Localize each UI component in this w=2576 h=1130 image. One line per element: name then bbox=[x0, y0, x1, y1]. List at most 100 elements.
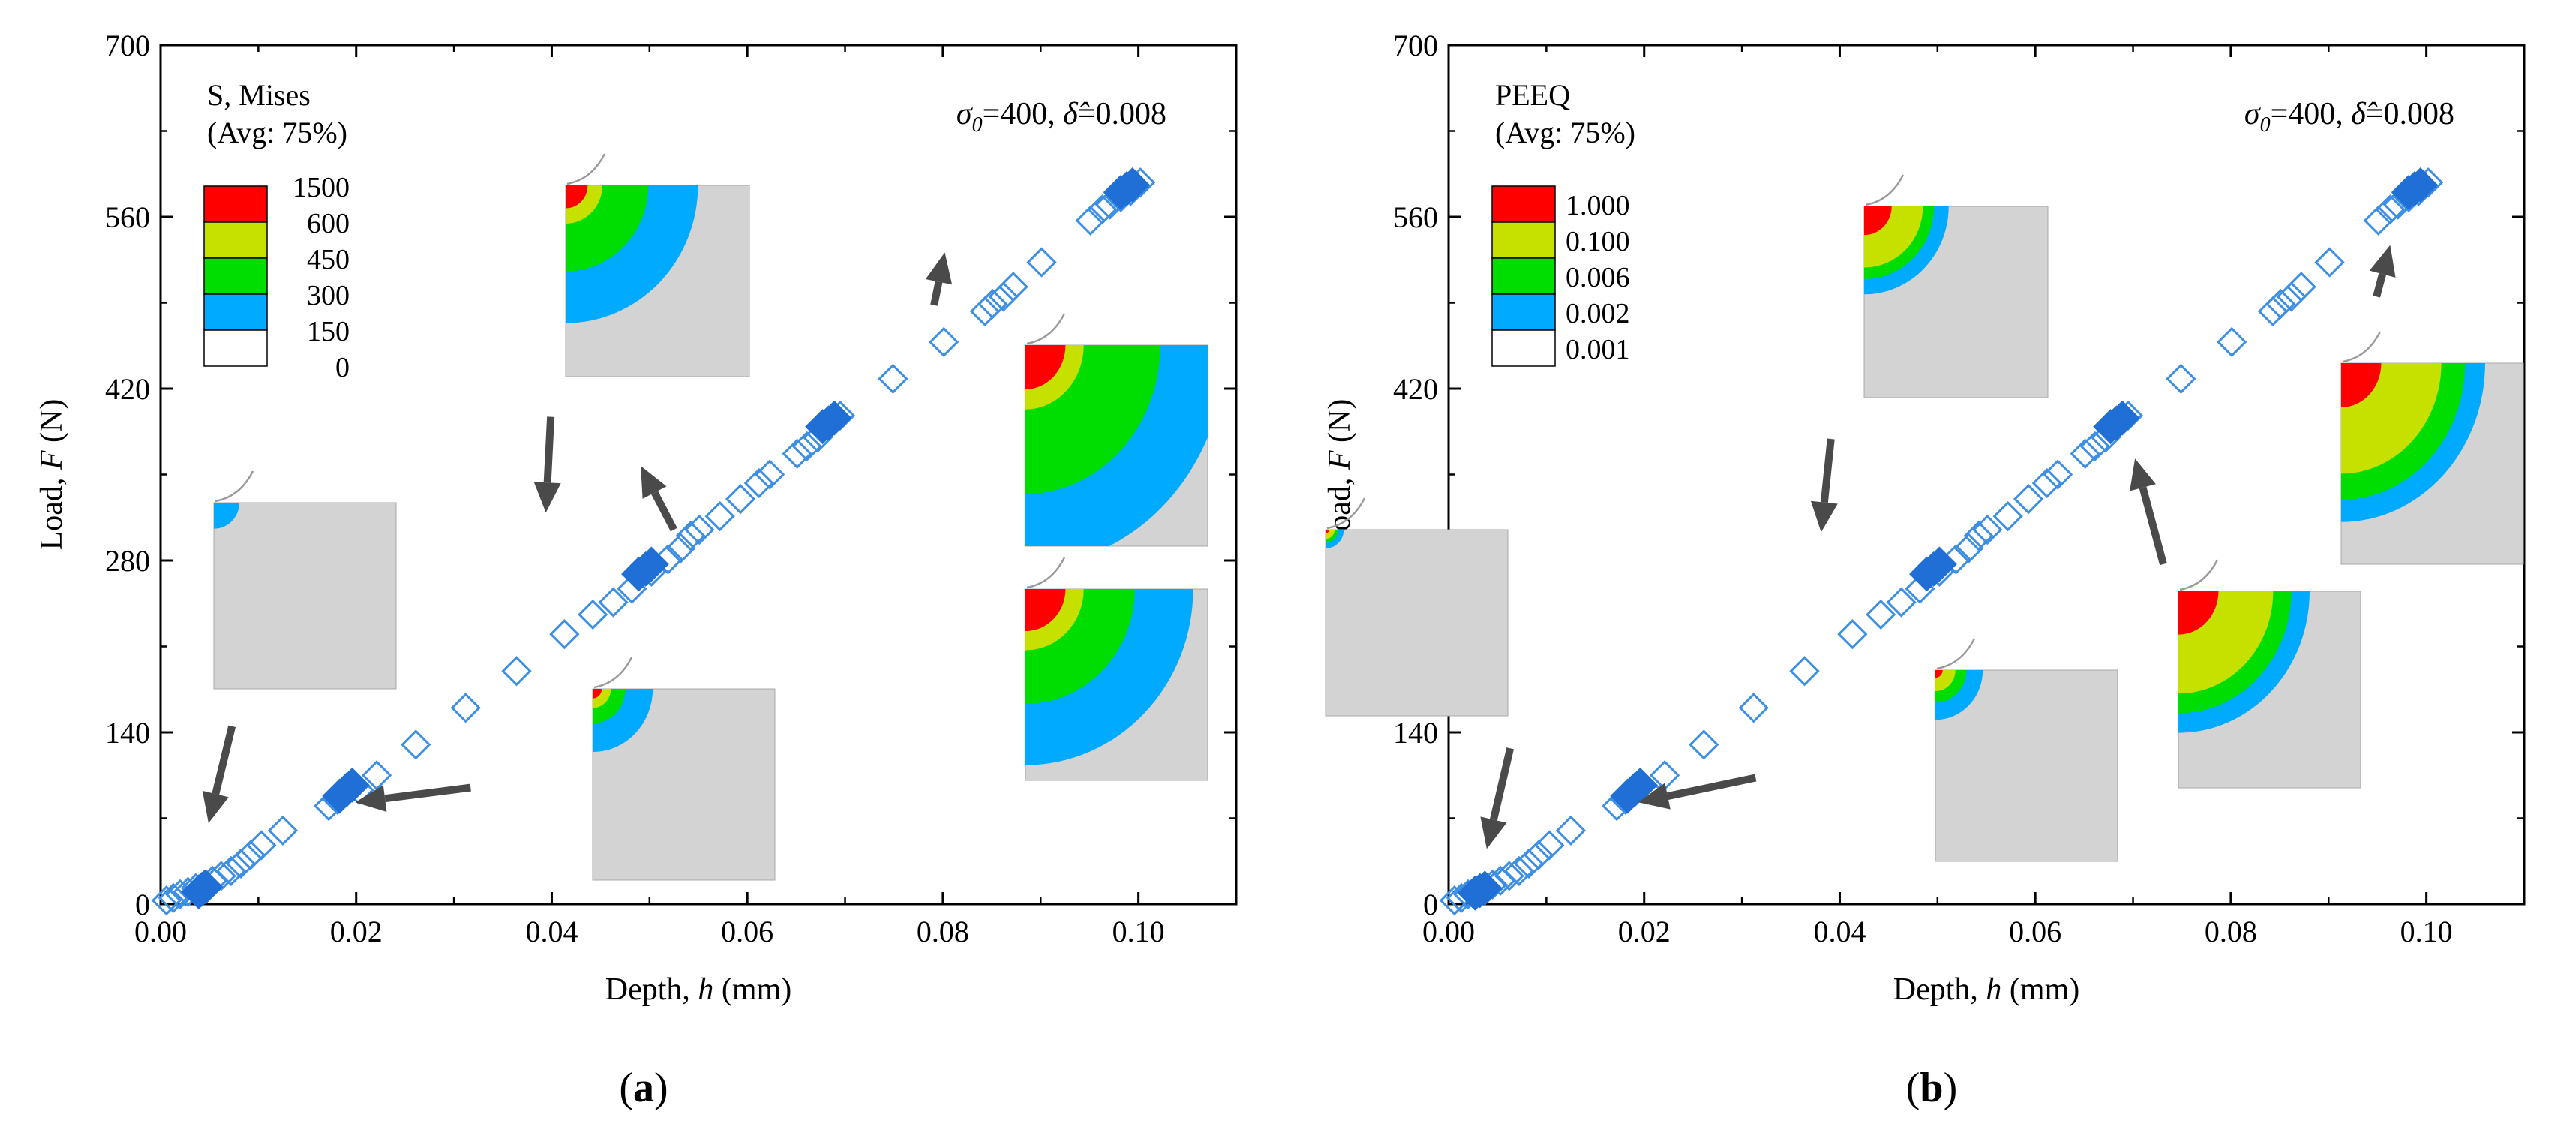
x-axis-title-text: Depth, bbox=[605, 972, 698, 1007]
data-point bbox=[1503, 855, 1534, 886]
data-point bbox=[2217, 326, 2247, 357]
contour-layers bbox=[1025, 589, 1193, 765]
data-point bbox=[1963, 521, 1994, 551]
data-point bbox=[2257, 296, 2289, 327]
data-point-highlighted bbox=[1922, 546, 1957, 582]
data-point bbox=[665, 533, 696, 563]
y-axis-title-unit: (N) bbox=[35, 399, 69, 451]
indenter-arc bbox=[566, 153, 606, 185]
arrow-shaft bbox=[1820, 438, 1835, 503]
arrow-head bbox=[533, 482, 561, 513]
indenter-arc bbox=[1026, 557, 1066, 589]
legend-label: 1.000 bbox=[1566, 190, 1630, 221]
pointer-arrow-4 bbox=[641, 466, 677, 532]
legend-swatch bbox=[203, 185, 268, 223]
indenter-arc bbox=[1865, 174, 1905, 206]
data-point bbox=[725, 484, 756, 515]
data-point bbox=[977, 289, 1008, 320]
x-axis-title-var: h bbox=[1986, 972, 2001, 1007]
x-tick-label: 0.06 bbox=[721, 915, 773, 948]
arrow-shaft bbox=[1490, 747, 1514, 821]
panel-label: (b) bbox=[1906, 1065, 1957, 1111]
y-tick-label: 140 bbox=[1393, 716, 1438, 750]
data-point bbox=[2031, 467, 2062, 499]
data-point bbox=[151, 885, 182, 916]
contour-zone-1 bbox=[1326, 530, 1329, 533]
pointer-arrow-5 bbox=[2369, 245, 2396, 298]
data-point bbox=[969, 296, 1001, 327]
sample-block bbox=[213, 502, 397, 690]
data-point bbox=[755, 459, 785, 490]
indenter-arc bbox=[215, 470, 254, 503]
data-point bbox=[267, 815, 299, 846]
x-tick-label: 0.02 bbox=[1618, 915, 1671, 948]
legend-swatch bbox=[1491, 293, 1556, 331]
data-point bbox=[1953, 533, 1984, 563]
contour-layers bbox=[214, 503, 240, 529]
data-point bbox=[998, 272, 1028, 302]
x-axis-title-var: h bbox=[698, 972, 713, 1007]
data-point bbox=[549, 619, 580, 650]
y-tick-label: 420 bbox=[105, 372, 150, 406]
x-tick-label: 0.08 bbox=[2205, 915, 2257, 948]
data-point bbox=[2314, 247, 2345, 278]
x-tick-label: 0.04 bbox=[525, 915, 578, 948]
contour-inset-3 bbox=[2178, 559, 2361, 789]
pointer-arrow-4 bbox=[2130, 458, 2167, 566]
arrow-head bbox=[1480, 816, 1507, 849]
data-point bbox=[361, 760, 392, 791]
arrow-shaft bbox=[930, 281, 943, 306]
sample-block bbox=[1325, 529, 1509, 717]
data-point bbox=[578, 599, 608, 630]
legend-label: 300 bbox=[307, 280, 350, 311]
chart-panel-a: 0.00 0.02 0.04 0.06 0.08 0.10 0 140 280 420 560 700… bbox=[35, 29, 1238, 1111]
indenter-arc bbox=[1936, 638, 1976, 670]
arrow-head bbox=[925, 252, 953, 285]
panel-label-open: ( bbox=[619, 1065, 633, 1111]
y-axis-title-unit: (N) bbox=[1323, 399, 1357, 451]
data-point bbox=[782, 438, 812, 469]
arrow-head bbox=[1810, 500, 1838, 533]
data-point bbox=[598, 587, 629, 618]
contour-inset-2 bbox=[592, 657, 776, 881]
legend-swatch bbox=[203, 221, 268, 259]
legend-swatch bbox=[1491, 257, 1556, 295]
legend-subtitle: (Avg: 75%) bbox=[1495, 116, 1635, 149]
contour-layers bbox=[1025, 345, 1208, 546]
y-tick-label: 0 bbox=[1423, 888, 1438, 921]
legend-label: 0 bbox=[335, 352, 350, 383]
contour-inset-3 bbox=[1025, 557, 1208, 781]
arrow-shaft bbox=[543, 416, 555, 483]
legend-label: 150 bbox=[307, 316, 350, 347]
contour-zone-1 bbox=[1025, 589, 1066, 632]
data-point bbox=[2286, 272, 2316, 302]
y-tick-label: 420 bbox=[1393, 372, 1438, 406]
data-point bbox=[450, 693, 481, 723]
data-point bbox=[1972, 514, 2003, 545]
chart-panel-b: 0.000.020.040.060.080.100140280420560700… bbox=[1288, 0, 2576, 1130]
data-point bbox=[215, 855, 246, 886]
data-point bbox=[704, 500, 735, 532]
arrow-head bbox=[641, 466, 667, 499]
annotation-subscript: 0 bbox=[2260, 113, 2271, 137]
data-point-highlighted bbox=[2403, 167, 2439, 203]
contour-zone-1 bbox=[566, 185, 588, 209]
contour-zone-1 bbox=[593, 689, 602, 699]
legend-swatch bbox=[203, 293, 268, 331]
data-point bbox=[929, 326, 959, 357]
chart-a: 0.00 0.02 0.04 0.06 0.08 0.10 0 140 280 420 560 700… bbox=[35, 29, 1238, 1111]
y-axis-title: Load, F (N) bbox=[35, 399, 69, 551]
contour-inset-4 bbox=[565, 153, 750, 377]
legend-swatch bbox=[203, 257, 268, 295]
data-point bbox=[1886, 587, 1917, 618]
contour-legend: PEEQ (Avg: 75%) 1.000 0.100 0.006 0.002 0.001 bbox=[1491, 78, 1635, 367]
contour-inset-4 bbox=[1863, 174, 2049, 398]
legend-label: 0.100 bbox=[1566, 226, 1630, 257]
arrow-shaft bbox=[2373, 272, 2386, 298]
legend-label: 0.001 bbox=[1566, 334, 1630, 365]
legend-swatch bbox=[1491, 329, 1556, 367]
data-point bbox=[1523, 840, 1554, 870]
contour-zone-1 bbox=[1935, 670, 1943, 678]
panel-label-close: ) bbox=[654, 1065, 668, 1111]
data-point-highlighted bbox=[816, 400, 852, 436]
